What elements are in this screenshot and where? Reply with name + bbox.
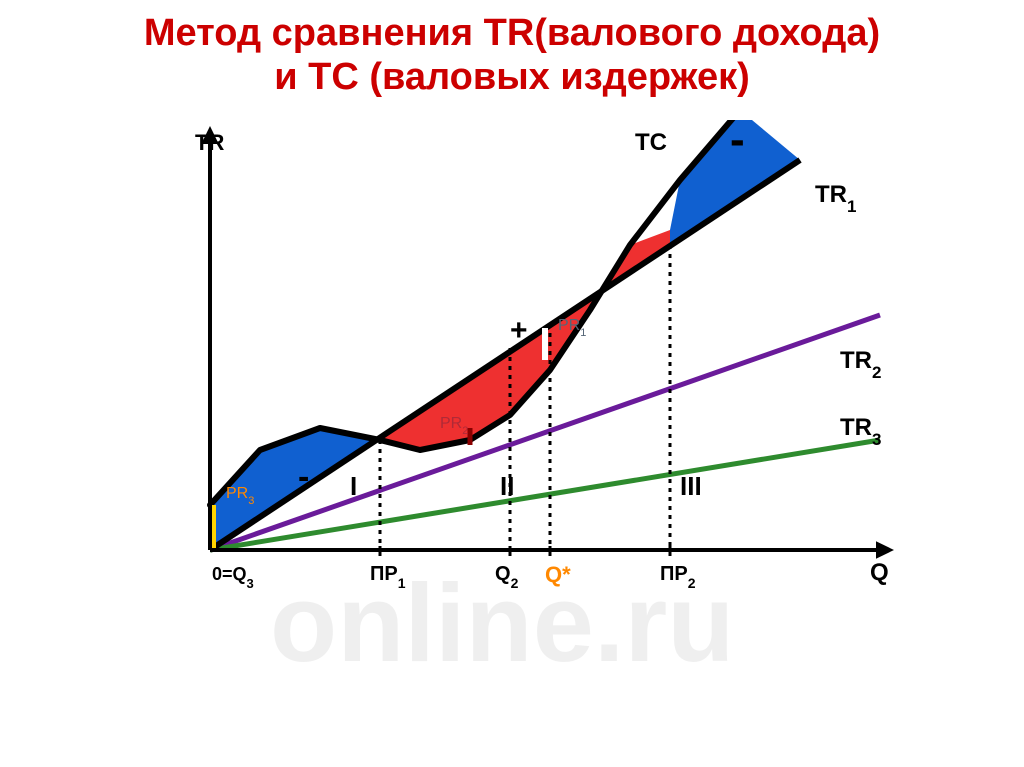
pr1-tick-label: ПР1 — [370, 563, 406, 591]
minus-right-label: - — [730, 120, 745, 164]
tr2-label: TR2 — [840, 347, 881, 382]
chart-container: TRQTCTR1TR2TR3IIIIII+--0=Q3ПР1ПР2Q2Q*PR1… — [140, 120, 920, 670]
zone-2-label: II — [500, 471, 514, 501]
page-title: Метод сравнения TR(валового дохода) и TC… — [0, 0, 1024, 99]
plus-label: + — [510, 314, 528, 347]
x-axis-arrow-icon — [876, 541, 894, 559]
x-axis-label: Q — [870, 559, 889, 586]
zone-3-label: III — [680, 471, 702, 501]
economics-chart: TRQTCTR1TR2TR3IIIIII+--0=Q3ПР1ПР2Q2Q*PR1… — [140, 120, 920, 670]
title-line2: и TC (валовых издержек) — [274, 56, 750, 98]
tr1-label: TR1 — [815, 181, 856, 216]
qstar-label: Q* — [545, 562, 571, 587]
title-line1: Метод сравнения TR(валового дохода) — [144, 12, 880, 54]
tc-label: TC — [635, 129, 667, 156]
q2-label: Q2 — [495, 563, 519, 591]
pr2-tick-label: ПР2 — [660, 563, 696, 591]
zone-1-label: I — [350, 471, 357, 501]
origin-label: 0=Q3 — [212, 564, 254, 591]
y-axis-label: TR — [195, 130, 224, 155]
minus-left-label: - — [298, 458, 309, 496]
